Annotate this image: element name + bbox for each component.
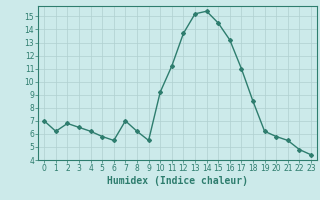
X-axis label: Humidex (Indice chaleur): Humidex (Indice chaleur) <box>107 176 248 186</box>
